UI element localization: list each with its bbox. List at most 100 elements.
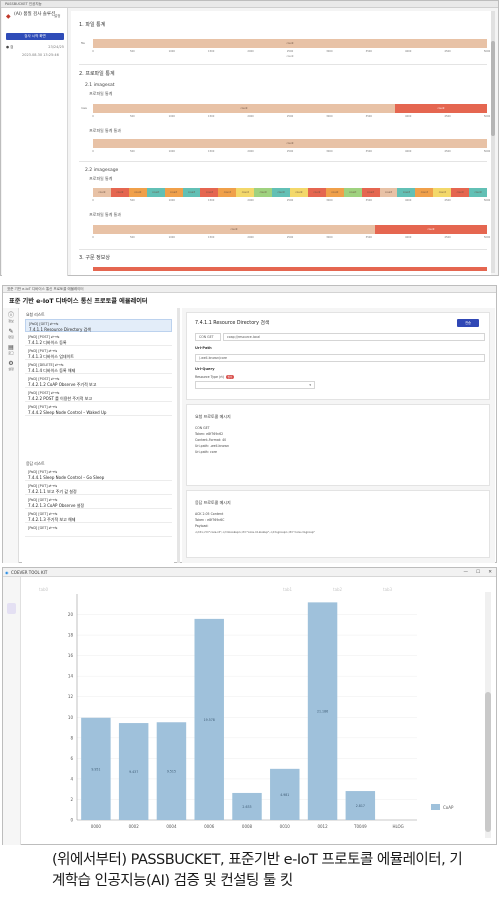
nav-rail: ⓘ 정보 ✎ 편집 ▤ 로그 ⚙ 설정 [3,308,19,563]
x-tick-label: 1500 [208,199,215,202]
response-item[interactable]: [PoD] [GET] ⇄→⇆ 7.4.2.1.3 주기적 보고 해제 [25,510,172,523]
info-icon: ⓘ [7,312,14,319]
passbucket-window: PASSBUCKET 인공지능 ◆ (AI) 품질 검사 솔루션 설정 검사 시… [0,0,499,276]
x-tick-label: 4000 [405,50,412,53]
x-tick-label: 4500 [444,115,451,118]
item-method: [PoD] [DELETE] ⇄→⇆ [28,362,64,367]
x-tick-label: 0008 [242,824,253,829]
ghost-tab[interactable]: tab2 [333,587,343,592]
bar-segment: count [128,188,147,197]
method-field[interactable]: CON GET [195,333,221,341]
item-name: 7.4.2.1.1 보고 주기 값 설정 [28,488,77,494]
active-tab-indicator[interactable] [7,603,16,614]
x-tick-label: 3000 [326,50,333,53]
request-item[interactable]: [PoD] [POST] ⇄→⇆ 7.4.2.1.2 CoAP Observe 주… [25,375,172,388]
x-tick-label: 1500 [208,115,215,118]
scrollbar[interactable] [485,592,491,838]
rail-item-edit[interactable]: ✎ 편집 [4,328,18,339]
request-item[interactable]: [PoD] [POST] ⇄→⇆ 7.4.1.2 디바이스 등록 [25,333,172,346]
request-item[interactable]: [PoD] [GET] ⇄→⇆ 7.4.1.1 Resource Director… [25,319,172,332]
x-tick-label: 3000 [326,199,333,202]
chart-label: 프로파일 통계 통과 [89,128,121,133]
y-label-rows: rows [81,107,87,110]
rail-label: 설정 [8,367,14,371]
sidebar-title: (AI) 품질 검사 솔루션 [14,12,56,17]
settings-link[interactable]: 설정 [54,14,61,18]
eiot-emulator-window: 표준 기반 e-IoT 디바이스 통신 프로토콜 에뮬레이터 표준 기반 e-I… [2,285,497,563]
ghost-tab[interactable]: tab3 [383,587,393,592]
bar-segment: count [146,188,165,197]
x-tick-label: 3500 [365,150,372,153]
uri-field[interactable]: coap://resource.local [223,333,485,341]
x-tick-label: 5000 [483,150,491,153]
rail-item-log[interactable]: ▤ 로그 [4,344,18,355]
minimize-icon[interactable]: — [463,570,469,575]
close-icon[interactable]: ✕ [488,570,492,575]
scrollbar[interactable] [491,11,495,273]
response-item[interactable]: [PoD] [PUT] ⇄→⇆ 7.4.2.1.1 보고 주기 값 설정 [25,482,172,495]
window-title: 표준 기반 e-IoT 디바이스 통신 프로토콜 에뮬레이터 [7,287,84,291]
x-tick-label: 3000 [326,115,333,118]
bar [345,791,376,820]
x-tick-label: 500 [130,236,135,239]
uri-path-field[interactable]: /.well-known/core [195,354,485,362]
ghost-tab[interactable]: tab0 [39,587,49,592]
y-tick-label: 18 [68,633,74,638]
report-area: 1. 파일 통계 file count 0 500 1000 1500 2000 2500… [71,11,491,275]
request-item[interactable]: [PoD] [DELETE] ⇄→⇆ 7.4.1.4 디바이스 등록 해제 [25,361,172,374]
bar [194,618,224,820]
scroll-thumb[interactable] [491,41,495,136]
bar-segment: count [307,188,326,197]
rail-item-settings[interactable]: ⚙ 설정 [4,360,18,371]
y-tick-label: 20 [68,612,74,617]
bar [118,723,149,820]
request-item[interactable]: [PoD] [POST] ⇄→⇆ 7.4.2.2 POST 를 이용한 주기적 보… [25,389,172,402]
item-method: [PoD] [GET] ⇄→⇆ [28,497,58,502]
request-line: Content-Format: 40 [195,438,227,442]
bar-segment: count [325,188,344,197]
response-item[interactable]: [PoD] [GET] ⇄→⇆ [25,524,172,537]
maximize-icon[interactable]: ☐ [475,570,480,575]
request-line: Token: e8f769c62 [195,432,224,436]
ghost-tab[interactable]: tab1 [283,587,293,592]
x-axis-title: count [286,55,294,58]
detail-panel: 7.4.1.1 Resource Directory 검색 전송 CON GET… [182,308,495,563]
bar-segment: count [361,188,380,197]
response-line: Token : e8f769c6C [195,518,225,522]
rail-label: 편집 [8,335,14,339]
rail-item-info[interactable]: ⓘ 정보 [4,312,18,323]
request-line: Uri-path: .well-known [195,444,229,448]
uri-query-label: Uri-Query [195,367,215,371]
syntax-bar [93,267,487,271]
scroll-thumb[interactable] [485,692,491,832]
request-item[interactable]: [PoD] [PUT] ⇄→⇆ 7.4.4.2 Sleep Node Contro… [25,403,172,416]
item-method: [PoD] [GET] ⇄→⇆ [29,321,59,326]
bar-segment: count [451,188,470,197]
response-line: Payload: [195,524,209,528]
bar-segment: count [290,188,308,197]
bar-segment: count [395,104,487,113]
x-axis: 0 500 1000 1500 2000 2500 3000 3500 4000 4500 5000 [92,115,490,120]
send-button[interactable]: 전송 [457,319,479,327]
bar-segment: count [254,188,273,197]
request-message-title: 요청 프로토콜 메시지 [195,414,231,419]
message-list: 요청 리스트 [PoD] [GET] ⇄→⇆ 7.4.1.1 Resource D… [22,308,174,563]
x-tick-label: 0012 [317,824,328,829]
response-item[interactable]: [PoD] [GET] ⇄→⇆ 7.4.2.1.3 CoAP Observe 설정 [25,496,172,509]
rail-label: 로그 [8,351,14,355]
bar [270,768,300,820]
sidebar-row[interactable]: ● 검 23/24/25 [6,45,64,50]
resource-type-select[interactable]: ▾ [195,381,315,389]
start-inspection-button[interactable]: 검사 시작 화면 [6,33,64,40]
response-item[interactable]: [PoD] [PUT] ⇄→⇆ 7.4.4.1 Sleep Node Contro… [25,468,172,481]
splitter[interactable] [177,308,180,563]
y-tick-label: 10 [68,715,74,720]
request-item[interactable]: [PoD] [PUT] ⇄→⇆ 7.4.1.3 디바이스 업데이트 [25,347,172,360]
bar-segment: count [415,188,434,197]
request-list-title: 요청 리스트 [26,312,45,317]
bar [81,717,111,820]
chart-label: 프로파일 통계 통과 [89,212,121,217]
multi-segment-bar: count count count count count count count count… [93,188,487,197]
x-tick-label: 1500 [208,50,215,53]
x-tick-label: 0 [92,50,94,53]
